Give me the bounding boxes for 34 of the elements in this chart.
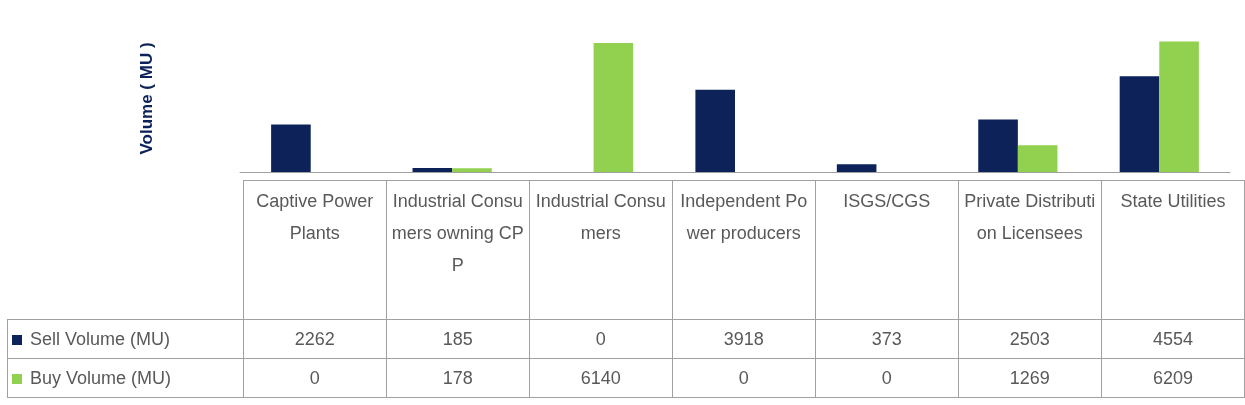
data-label: 0 [243,358,387,398]
data-label: 0 [529,319,673,359]
data-label: 373 [815,319,959,359]
data-label: 178 [386,358,530,398]
data-label: 0 [672,358,816,398]
data-label: 1269 [958,358,1102,398]
x-tick-label: State Utilities [1101,180,1245,320]
bar [836,164,877,172]
data-label: 6209 [1101,358,1245,398]
legend-label: Buy Volume (MU) [7,358,244,398]
data-label: 0 [815,358,959,398]
x-tick-label: Industrial Consumers owning CPP [386,180,530,320]
x-tick-label: Independent Power producers [672,180,816,320]
bar [271,124,311,172]
bar [1017,145,1058,172]
bar [452,168,492,172]
x-tick-label: ISGS/CGS [815,180,959,320]
data-label: 2503 [958,319,1102,359]
x-tick-label: Industrial Consumers [529,180,673,320]
bar [593,43,634,172]
x-tick-label: Captive Power Plants [243,180,387,320]
data-label: 185 [386,319,530,359]
bar [412,168,453,172]
bar [695,89,735,172]
data-label: 2262 [243,319,387,359]
data-label: 3918 [672,319,816,359]
bar [1159,41,1199,172]
bar [1119,76,1160,172]
x-tick-label: Private Distribution Licensees [958,180,1102,320]
legend-label: Sell Volume (MU) [7,319,244,359]
y-axis-title: Volume ( MU ) [137,42,156,155]
data-label: 6140 [529,358,673,398]
data-label: 4554 [1101,319,1245,359]
bar [978,119,1018,172]
